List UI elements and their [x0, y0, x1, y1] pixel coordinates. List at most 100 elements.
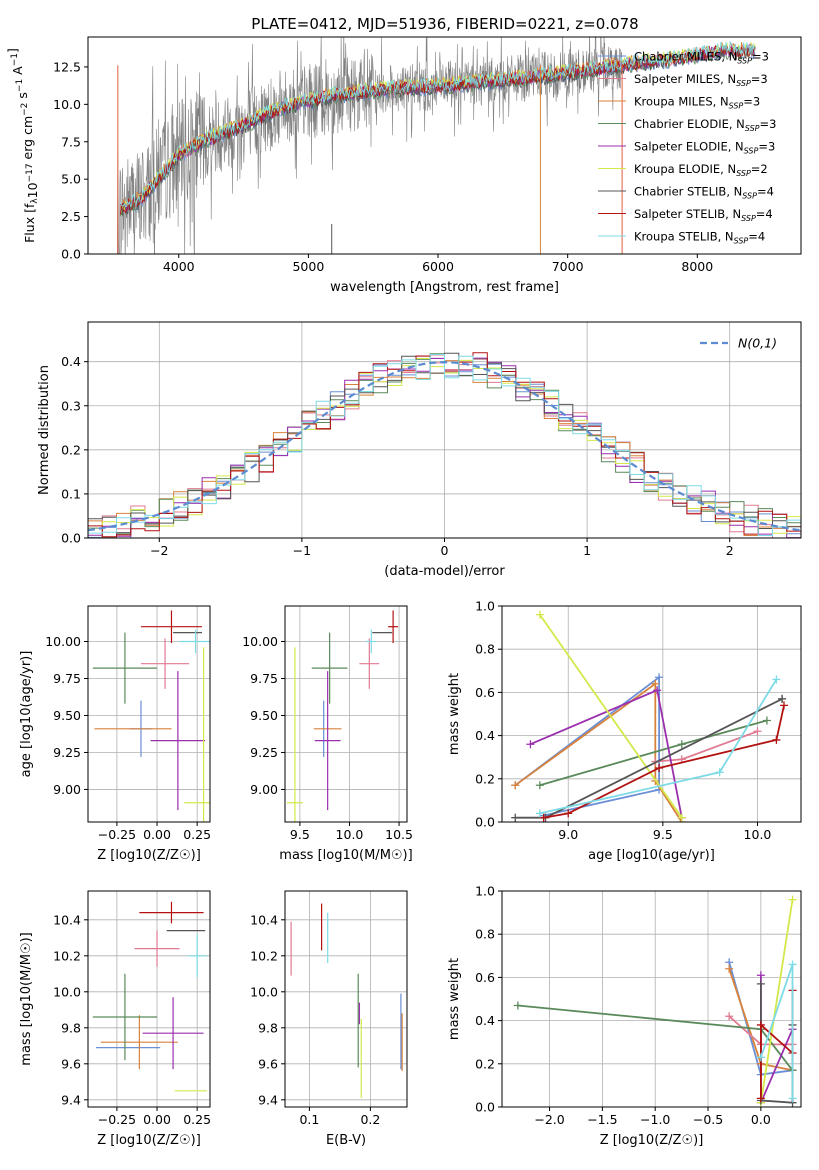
- y-axis-label: Normed distribution: [37, 365, 52, 495]
- legend-label: Chabrier ELODIE, NSSP=3: [634, 117, 776, 133]
- x-tick-label: 9.5: [653, 827, 673, 842]
- y-axis-label: mass weight: [447, 673, 462, 755]
- y-tick-label: 10.0: [250, 984, 278, 999]
- hist-plot-area: [88, 352, 801, 538]
- errorbar-chabrier-elodie: [92, 632, 158, 704]
- y-tick-label: 0.0: [475, 815, 495, 830]
- y-tick-label: 10.0: [53, 97, 81, 112]
- errorbar-plot-area: [92, 610, 210, 822]
- y-tick-label: 0.6: [475, 970, 495, 985]
- mass-weight-vs-Z-panel: −2.0 −1.5 −1.0 −0.5 0.0 0.0 0.2 0.4 0.6 0.8 1.0 Z […: [447, 884, 802, 1148]
- y-tick-label: 10.0: [53, 984, 81, 999]
- x-tick-label: 0.25: [183, 827, 211, 842]
- errorbar-salpeter-elodie: [142, 997, 204, 1070]
- y-axis-label: age [log10(age/yr)]: [19, 651, 34, 778]
- y-tick-label: 0.2: [475, 1056, 495, 1071]
- x-tick-label: −0.5: [693, 1112, 723, 1127]
- x-tick-label: 9.5: [290, 827, 310, 842]
- weight-line: [539, 614, 683, 819]
- weight-marker: [715, 768, 724, 777]
- x-tick-label: 9.0: [558, 827, 578, 842]
- axes-frame: [87, 36, 802, 255]
- errorbar-chabrier-elodie: [311, 632, 348, 704]
- weight-marker: [655, 764, 664, 772]
- weight-marker: [677, 740, 686, 749]
- normal-curve: [88, 360, 801, 532]
- mass-vs-Z-panel: −0.25 0.00 0.25 9.4 9.6 9.8 10.0 10.2 10.4 Z [log…: [19, 890, 211, 1148]
- x-tick-label: −2.0: [534, 1112, 564, 1127]
- y-tick-label: 5.0: [61, 172, 81, 187]
- y-tick-label: 9.75: [250, 671, 278, 686]
- axes-frame: [284, 890, 408, 1108]
- y-tick-label: 0.2: [61, 442, 81, 457]
- x-tick-label: 4000: [163, 259, 195, 274]
- weight-marker: [756, 979, 765, 988]
- x-axis-label: (data-model)/error: [384, 564, 505, 579]
- mass-weight-vs-age-panel: 9.0 9.5 10.0 0.0 0.2 0.4 0.6 0.8 1.0 age [log10(a…: [447, 599, 802, 863]
- y-tick-label: 0.4: [475, 1013, 495, 1028]
- y-tick-label: 0.3: [61, 398, 81, 413]
- errorbar-salpeter-miles: [359, 638, 380, 689]
- weight-marker: [756, 1094, 765, 1103]
- hist-kroupa-stelib: [88, 354, 801, 537]
- x-tick-label: 10.0: [336, 827, 364, 842]
- y-tick-label: 9.50: [53, 708, 81, 723]
- x-tick-label: 0.2: [360, 1112, 380, 1127]
- weight-marker: [511, 813, 520, 822]
- weight-marker: [539, 813, 548, 822]
- legend-label: Chabrier STELIB, NSSP=4: [634, 185, 774, 201]
- x-tick-label: 0: [441, 543, 449, 558]
- weight-marker: [788, 960, 797, 969]
- errorbar-kroupa-stelib: [179, 629, 210, 654]
- axes-frame: [87, 890, 211, 1108]
- weight-marker: [513, 1001, 522, 1010]
- errorbar-salpeter-elodie: [314, 671, 341, 811]
- weight-marker: [725, 1012, 734, 1021]
- weight-marker: [762, 716, 771, 725]
- mass-vs-ebv-panel: 0.1 0.2 9.4 9.6 9.8 10.0 10.2 10.4 E(B-V): [250, 890, 408, 1148]
- y-tick-label: 0.4: [61, 354, 81, 369]
- legend-label: Chabrier MILES, NSSP=3: [634, 50, 769, 66]
- weight-marker: [756, 971, 765, 980]
- y-tick-label: 9.00: [250, 782, 278, 797]
- weight-series-kroupa-stelib: [756, 960, 797, 1103]
- x-tick-label: 0.00: [143, 1112, 171, 1127]
- x-tick-label: 6000: [422, 259, 454, 274]
- errorbar-kroupa-miles: [100, 1015, 178, 1070]
- y-tick-label: 2.5: [61, 209, 81, 224]
- y-tick-label: 9.75: [53, 671, 81, 686]
- y-axis-label: mass [log10(M/M☉)]: [19, 932, 34, 1065]
- weight-marker: [788, 895, 797, 904]
- x-tick-label: −1.0: [640, 1112, 670, 1127]
- age-vs-mass-panel: 9.5 10.0 10.5 9.00 9.25 9.50 9.75 10.00 mass [lo…: [242, 605, 413, 863]
- y-tick-label: 10.2: [53, 948, 81, 963]
- weight-line: [760, 964, 794, 1099]
- y-tick-label: 0.6: [475, 685, 495, 700]
- weight-marker: [511, 781, 520, 790]
- weight-line: [515, 698, 783, 819]
- errorbar-salpeter-stelib: [388, 610, 399, 643]
- axes-frame: [87, 605, 211, 823]
- y-tick-label: 10.4: [53, 912, 81, 927]
- y-tick-label: 0.0: [475, 1100, 495, 1115]
- weight-line: [514, 682, 683, 822]
- x-tick-label: 10.5: [385, 827, 413, 842]
- x-tick-label: 7000: [552, 259, 584, 274]
- axes-frame: [284, 605, 408, 823]
- weight-marker: [535, 781, 544, 790]
- legend-label: Salpeter MILES, NSSP=3: [634, 72, 768, 88]
- age-vs-Z-panel: −0.25 0.00 0.25 9.00 9.25 9.50 9.75 10.00 Z [log…: [19, 605, 211, 863]
- weight-plot-area: [511, 610, 788, 822]
- weight-marker: [535, 809, 544, 818]
- y-tick-label: 9.25: [53, 745, 81, 760]
- residual-hist-panel: −2 −1 0 1 2 0.0 0.1 0.2 0.3 0.4 (data-model)/error…: [37, 321, 802, 579]
- x-tick-label: 0.0: [751, 1112, 771, 1127]
- y-tick-label: 10.4: [250, 912, 278, 927]
- errorbar-chabrier-elodie: [92, 973, 158, 1061]
- y-axis-label: mass weight: [447, 958, 462, 1040]
- y-tick-label: 1.0: [475, 884, 495, 899]
- y-tick-label: 0.1: [61, 486, 81, 501]
- weight-series-kroupa-elodie: [535, 610, 686, 822]
- x-tick-label: −0.25: [98, 827, 136, 842]
